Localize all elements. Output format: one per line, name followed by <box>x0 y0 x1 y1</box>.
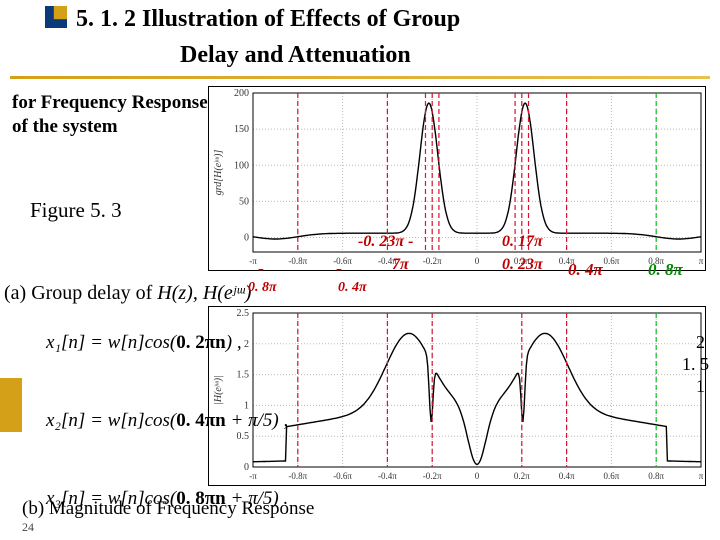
figure-label: Figure 5. 3 <box>30 198 122 223</box>
chart-annotation: 0. 8π <box>248 280 277 296</box>
svg-text:50: 50 <box>239 196 249 207</box>
group-delay-plot: 050100150200-π-0.8π-0.6π-0.4π-0.2π00.2π0… <box>209 87 705 270</box>
title-underline <box>10 76 710 79</box>
equations-block: x₁[n] = w[n]cos(0. 2πn) , x₂[n] = w[n]cos… <box>46 332 288 446</box>
side-value: 2 <box>696 332 705 353</box>
svg-text:-0.8π: -0.8π <box>288 471 307 481</box>
caption-a: (a) Group delay of H(z), H(eʲᵚ) <box>4 282 251 305</box>
svg-text:-0.2π: -0.2π <box>423 256 442 266</box>
svg-text:-0.8π: -0.8π <box>288 256 307 266</box>
svg-text:0: 0 <box>475 256 480 266</box>
svg-text:0.4π: 0.4π <box>559 471 575 481</box>
caption-b: (b) Magnitude of Frequency Response <box>22 498 314 520</box>
chart-annotation: -0. 23π - <box>358 233 413 251</box>
caption-a-prefix: (a) Group delay of <box>4 282 157 304</box>
chart-annotation: - <box>336 258 342 279</box>
svg-text:0.6π: 0.6π <box>604 256 620 266</box>
page-number: 24 <box>22 520 34 535</box>
chart-annotation: 0. 8π <box>648 260 683 280</box>
svg-text:-π: -π <box>249 471 257 481</box>
group-delay-chart: 050100150200-π-0.8π-0.6π-0.4π-0.2π00.2π0… <box>208 86 706 271</box>
slide-bullet-icon <box>45 6 67 28</box>
svg-text:0: 0 <box>244 233 249 244</box>
side-value: 1. 5 <box>682 354 709 375</box>
svg-text:200: 200 <box>234 88 249 99</box>
chart-annotation: 0. 23π <box>502 256 543 274</box>
subtitle-line2: of the system <box>12 116 118 138</box>
equation-line: x₂[n] = w[n]cos(0. 4πn + π/5) , <box>46 410 288 438</box>
subtitle-line1: for Frequency Response <box>12 92 208 114</box>
svg-text:-π: -π <box>249 256 257 266</box>
chart-annotation: - <box>258 258 264 279</box>
svg-text:0.8π: 0.8π <box>648 471 664 481</box>
chart-annotation: 0. 4π <box>338 280 367 296</box>
svg-text:π: π <box>699 256 704 266</box>
slide-title-line1: 5. 1. 2 Illustration of Effects of Group <box>76 6 460 33</box>
chart-annotation: 0. 17π <box>502 233 543 251</box>
slide-title-line2: Delay and Attenuation <box>180 42 411 69</box>
svg-text:-0.2π: -0.2π <box>423 471 442 481</box>
caption-a-math: H(z), H(eʲᵚ) <box>157 282 251 304</box>
chart-annotation: 0. 4π <box>568 260 603 280</box>
svg-text:π: π <box>699 471 704 481</box>
side-value: 1 <box>696 376 705 397</box>
svg-text:150: 150 <box>234 124 249 135</box>
svg-text:2.5: 2.5 <box>237 308 250 319</box>
svg-text:100: 100 <box>234 160 249 171</box>
chart-annotation: 7π <box>392 256 409 274</box>
svg-text:-0.6π: -0.6π <box>333 471 352 481</box>
svg-text:0.2π: 0.2π <box>514 471 530 481</box>
svg-text:0.6π: 0.6π <box>604 471 620 481</box>
svg-text:-0.4π: -0.4π <box>378 471 397 481</box>
left-accent-bar <box>0 378 22 432</box>
svg-text:0: 0 <box>475 471 480 481</box>
equation-line: x₁[n] = w[n]cos(0. 2πn) , <box>46 332 288 360</box>
svg-text:grd[H(eʲᵚ)]: grd[H(eʲᵚ)] <box>213 150 224 196</box>
